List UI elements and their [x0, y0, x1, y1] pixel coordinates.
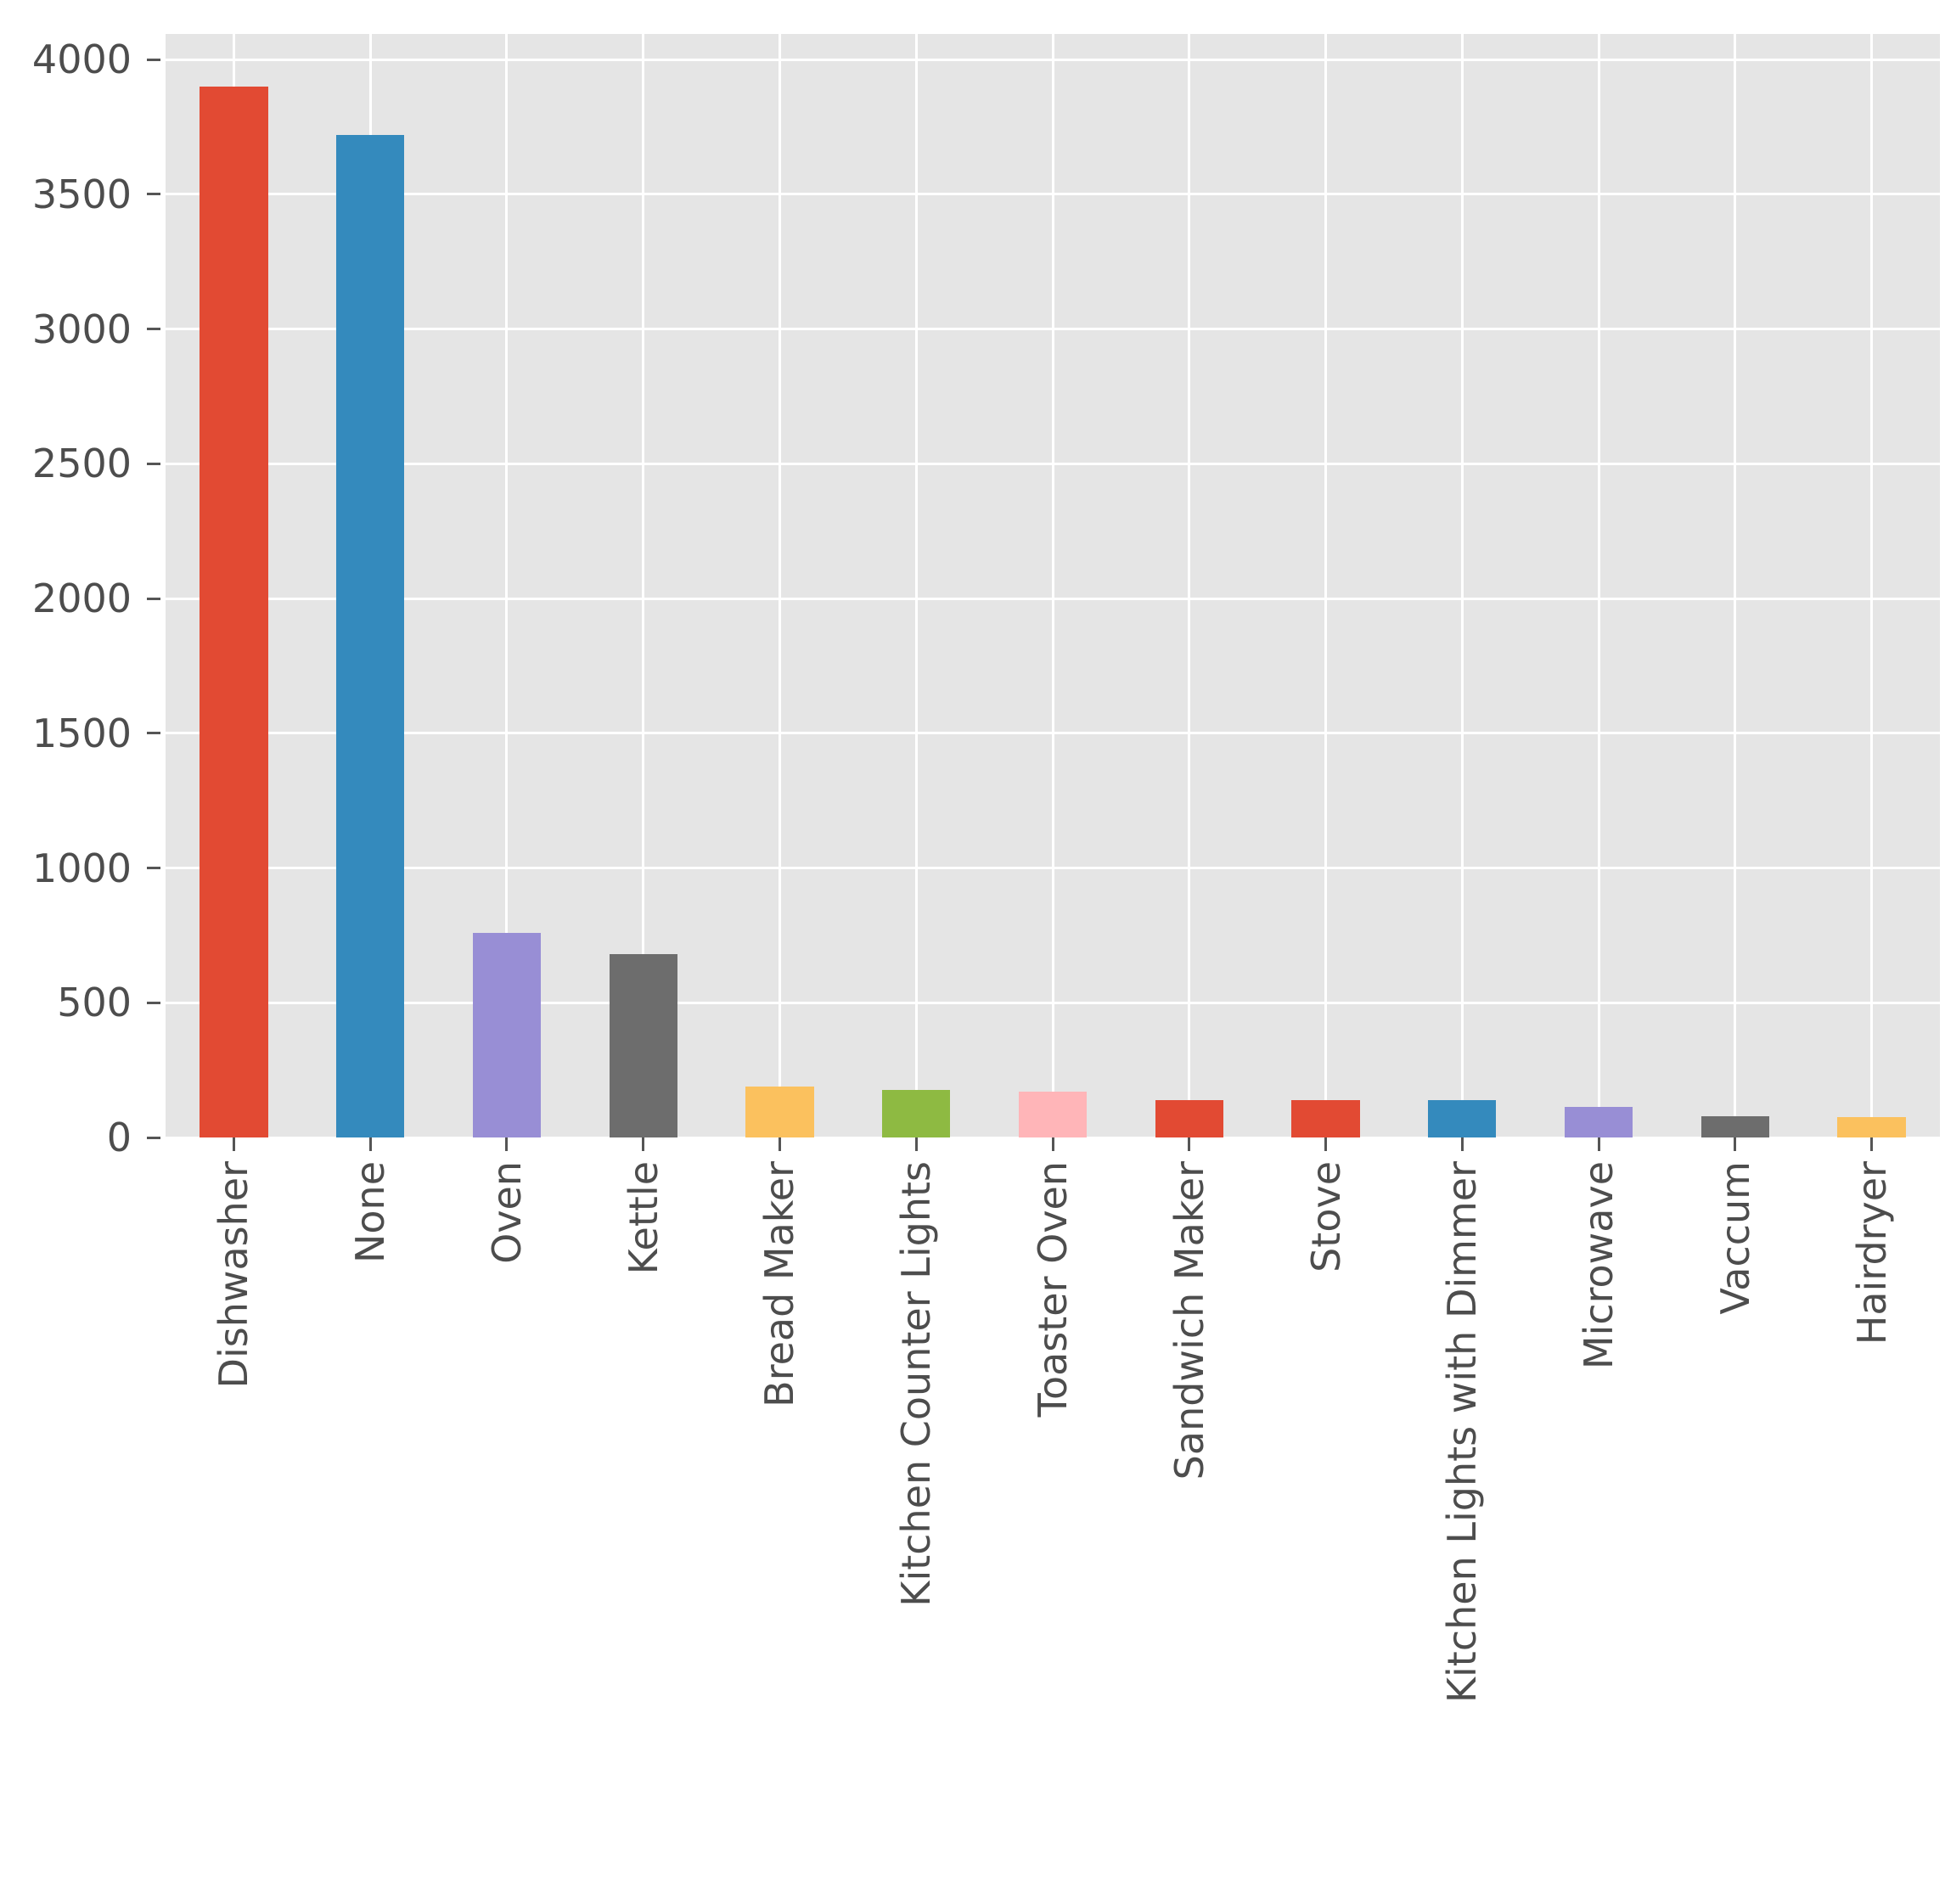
bar-hairdryer: [1837, 1117, 1906, 1137]
x-tick-mark: [914, 1137, 918, 1151]
x-tick-mark: [1460, 1137, 1464, 1151]
x-tick-label: Vaccum: [1712, 1161, 1758, 1315]
bar-dishwasher: [200, 86, 268, 1137]
y-tick-label: 4000: [31, 37, 132, 83]
x-tick-label: Dishwasher: [211, 1161, 257, 1389]
bar-stove: [1291, 1099, 1360, 1137]
x-tick-mark: [642, 1137, 645, 1151]
x-tick-label: Sandwich Maker: [1166, 1161, 1212, 1480]
x-tick-mark: [232, 1137, 235, 1151]
bar-kettle: [609, 954, 677, 1137]
y-tick-mark: [147, 732, 160, 735]
gridline-vertical: [1870, 34, 1874, 1137]
gridline-vertical: [505, 34, 509, 1137]
y-tick-mark: [147, 193, 160, 196]
plot-area: [166, 34, 1940, 1139]
gridline-vertical: [1460, 34, 1464, 1137]
gridline-vertical: [1597, 34, 1600, 1137]
x-tick-label: Toaster Oven: [1030, 1161, 1076, 1418]
bar-kitchen-counter-lights: [882, 1090, 951, 1137]
x-tick-label: Stove: [1302, 1161, 1349, 1272]
x-tick-label: None: [347, 1161, 394, 1264]
y-tick-mark: [147, 58, 160, 61]
bar-toaster-oven: [1018, 1092, 1088, 1137]
bar-none: [335, 135, 405, 1137]
gridline-vertical: [1324, 34, 1328, 1137]
x-tick-label: Kitchen Lights with Dimmer: [1439, 1161, 1486, 1704]
bar-microwave: [1564, 1106, 1633, 1137]
bar-vaccum: [1700, 1115, 1770, 1137]
x-tick-mark: [368, 1137, 372, 1151]
gridline-vertical: [914, 34, 918, 1137]
x-tick-label: Oven: [483, 1161, 530, 1264]
y-tick-mark: [147, 1001, 160, 1004]
x-tick-mark: [1734, 1137, 1737, 1151]
y-tick-label: 1500: [31, 710, 132, 756]
x-tick-mark: [778, 1137, 781, 1151]
gridline-vertical: [1188, 34, 1191, 1137]
x-tick-mark: [1188, 1137, 1191, 1151]
y-tick-label: 2500: [31, 441, 132, 487]
x-tick-label: Kitchen Counter Lights: [893, 1161, 940, 1607]
x-tick-label: Hairdryer: [1848, 1161, 1895, 1345]
bar-oven: [472, 932, 542, 1137]
bar-kitchen-lights-with-dimmer: [1428, 1099, 1497, 1137]
x-tick-mark: [1324, 1137, 1328, 1151]
gridline-vertical: [642, 34, 645, 1137]
x-tick-mark: [505, 1137, 509, 1151]
y-tick-label: 0: [106, 1115, 132, 1160]
y-tick-mark: [147, 328, 160, 331]
y-tick-mark: [147, 462, 160, 465]
x-tick-label: Kettle: [620, 1161, 666, 1275]
bar-bread-maker: [745, 1086, 814, 1137]
bar-sandwich-maker: [1155, 1099, 1223, 1137]
y-tick-mark: [147, 597, 160, 600]
x-tick-mark: [1870, 1137, 1874, 1151]
gridline-vertical: [1051, 34, 1054, 1137]
x-tick-label: Bread Maker: [756, 1161, 803, 1407]
x-tick-label: Microwave: [1576, 1161, 1622, 1370]
gridline-vertical: [778, 34, 781, 1137]
y-tick-label: 3000: [31, 306, 132, 352]
y-tick-label: 500: [57, 980, 132, 1026]
x-tick-mark: [1597, 1137, 1600, 1151]
y-tick-label: 3500: [31, 171, 132, 217]
y-tick-label: 1000: [31, 845, 132, 891]
gridline-vertical: [1734, 34, 1737, 1137]
y-tick-label: 2000: [31, 576, 132, 622]
y-tick-mark: [147, 867, 160, 870]
x-tick-mark: [1051, 1137, 1054, 1151]
y-tick-mark: [147, 1136, 160, 1139]
